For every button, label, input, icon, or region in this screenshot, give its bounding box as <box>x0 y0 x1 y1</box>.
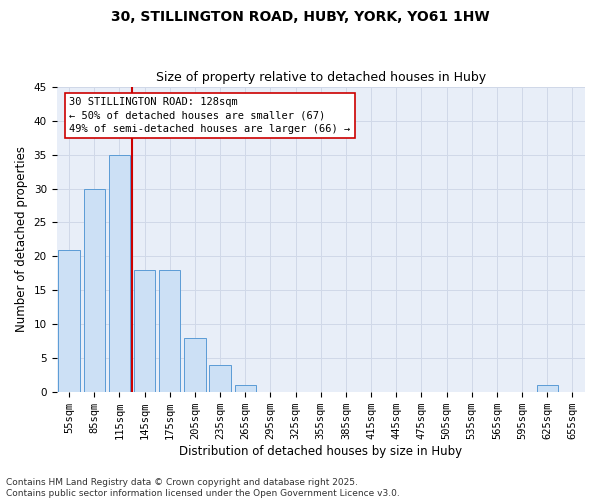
Text: Contains HM Land Registry data © Crown copyright and database right 2025.
Contai: Contains HM Land Registry data © Crown c… <box>6 478 400 498</box>
Text: 30, STILLINGTON ROAD, HUBY, YORK, YO61 1HW: 30, STILLINGTON ROAD, HUBY, YORK, YO61 1… <box>110 10 490 24</box>
Bar <box>184 338 206 392</box>
Bar <box>235 385 256 392</box>
Bar <box>83 188 105 392</box>
Text: 30 STILLINGTON ROAD: 128sqm
← 50% of detached houses are smaller (67)
49% of sem: 30 STILLINGTON ROAD: 128sqm ← 50% of det… <box>69 97 350 134</box>
Bar <box>58 250 80 392</box>
X-axis label: Distribution of detached houses by size in Huby: Distribution of detached houses by size … <box>179 444 463 458</box>
Bar <box>134 270 155 392</box>
Bar <box>536 385 558 392</box>
Bar <box>109 155 130 392</box>
Bar <box>159 270 181 392</box>
Y-axis label: Number of detached properties: Number of detached properties <box>15 146 28 332</box>
Bar <box>209 364 231 392</box>
Title: Size of property relative to detached houses in Huby: Size of property relative to detached ho… <box>156 72 486 85</box>
